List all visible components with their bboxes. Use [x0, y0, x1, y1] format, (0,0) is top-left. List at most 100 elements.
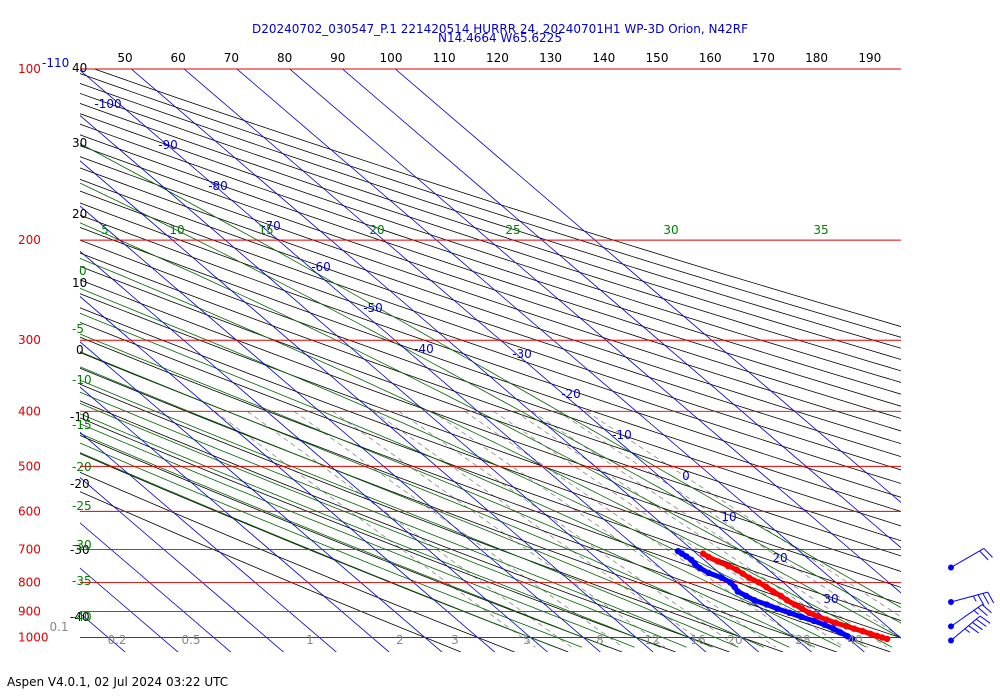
mixing-ratio-label: 2 — [396, 633, 404, 647]
moist-adiabat — [80, 143, 901, 609]
dewpoint-point — [830, 625, 837, 632]
isotherm-line — [130, 69, 813, 652]
isobars — [80, 68, 901, 638]
isotherm-label: -100 — [94, 97, 121, 111]
moist-adiabat-label: 15 — [258, 223, 273, 237]
isotherm-label: -40 — [414, 342, 434, 356]
mixing-ratio-label: 16 — [690, 633, 705, 647]
dewpoint-point — [683, 553, 690, 560]
top-axis-label: 190 — [858, 51, 881, 65]
footer-version: Aspen V4.0.1, 02 Jul 2024 03:22 UTC — [7, 675, 229, 689]
wind-barb-shaft — [950, 591, 988, 603]
mixing-ratio-label: 20 — [727, 633, 742, 647]
mixing-ratio-line — [431, 410, 776, 648]
temperature-point — [814, 613, 821, 620]
temperature-point — [755, 579, 763, 586]
wind-barb-shaft — [950, 604, 983, 627]
mixing-ratio-line — [557, 410, 901, 638]
dewpoint-point — [774, 605, 781, 612]
pressure-extra-label: -110 — [42, 56, 69, 70]
pressure-label: 1000 — [18, 631, 49, 645]
wind-barb-half-feather — [972, 595, 977, 602]
moist-adiabat-label: 30 — [663, 223, 678, 237]
temperature-point — [733, 566, 740, 573]
top-axis-label: 60 — [171, 51, 186, 65]
dry-adiabat — [80, 417, 676, 652]
left-black-label: -10 — [70, 410, 90, 424]
top-axis-label: 150 — [646, 51, 669, 65]
moist-adiabat-label: 5 — [101, 223, 109, 237]
mixing-ratio-label: 12 — [644, 633, 659, 647]
mixing-ratio-line — [373, 410, 711, 648]
top-axis-label: 140 — [592, 51, 615, 65]
dewpoint-point — [727, 579, 734, 586]
isotherm-label: 30 — [823, 592, 838, 606]
left-green-label: 0 — [79, 264, 87, 278]
left-green-label: -20 — [72, 460, 92, 474]
left-black-label: 10 — [72, 276, 87, 290]
wind-barb-feather — [977, 594, 985, 606]
wind-barb-feather — [968, 625, 979, 634]
mixing-ratio-label: 0.1 — [49, 620, 68, 634]
isotherm-label: -80 — [208, 179, 228, 193]
wind-barb-feather — [975, 618, 987, 627]
moist-adiabat — [80, 312, 841, 648]
temperature-point — [859, 628, 866, 635]
mixing-ratio-label: 8 — [596, 633, 604, 647]
mixing-ratio-line — [332, 410, 666, 648]
wind-barb-feather — [977, 607, 988, 616]
chart-title: D20240702_030547_P.1 221420514 HURRR 24,… — [251, 22, 748, 36]
diagram-grid — [80, 69, 901, 652]
dewpoint-point — [848, 635, 856, 642]
mixing-ratio-label: 5 — [523, 633, 531, 647]
temperature-point — [879, 634, 886, 641]
temperature-point — [777, 592, 785, 600]
wind-barb-feather — [987, 591, 995, 604]
temperature-point — [745, 574, 753, 581]
moist-adiabat-label: 25 — [505, 223, 520, 237]
wind-barb-feather — [983, 548, 993, 558]
wind-barb-half-feather — [964, 628, 971, 633]
isotherm-line — [289, 69, 901, 594]
dry-adiabat — [80, 239, 901, 527]
mixing-ratio-label: 28 — [795, 633, 810, 647]
left-green-label: -5 — [72, 322, 84, 336]
dewpoint-point — [786, 609, 793, 617]
mixing-ratio-line — [247, 410, 572, 648]
left-green-label: -30 — [72, 538, 92, 552]
isotherm-line — [183, 69, 865, 652]
pressure-label: 400 — [18, 404, 41, 418]
dry-adiabat — [80, 167, 901, 445]
mixing-ratio-line — [493, 410, 845, 648]
mixing-ratio-line — [531, 410, 888, 648]
temperature-point — [725, 562, 732, 570]
left-green-label: -35 — [72, 574, 92, 588]
moist-adiabat — [80, 413, 661, 648]
dewpoint-point — [705, 569, 712, 577]
temperature-point — [791, 601, 798, 608]
temperature-point — [832, 619, 839, 626]
mixing-ratio-label: 40 — [847, 633, 862, 647]
temperature-point — [705, 553, 712, 561]
moist-adiabat-label: 35 — [813, 223, 828, 237]
temperature-point — [850, 625, 858, 632]
dry-adiabat — [80, 227, 901, 512]
moist-adiabat — [80, 379, 739, 648]
wind-barb-feather — [981, 604, 992, 614]
isotherm-label: -20 — [561, 387, 581, 401]
dry-adiabat — [80, 293, 901, 588]
isotherm-line — [80, 386, 390, 652]
moist-adiabat — [80, 182, 901, 624]
isotherm-line — [80, 160, 654, 652]
isotherm-line — [80, 69, 760, 652]
pressure-label: 500 — [18, 459, 41, 473]
dewpoint-point — [763, 601, 770, 608]
isotherm-line — [236, 69, 901, 639]
moist-adiabat — [80, 222, 901, 639]
mixing-ratio-label: 1 — [306, 633, 314, 647]
dry-adiabat — [80, 123, 901, 395]
moist-adiabat-label: 20 — [369, 223, 384, 237]
temperature-point — [805, 609, 813, 617]
pressure-label: 200 — [18, 233, 41, 247]
